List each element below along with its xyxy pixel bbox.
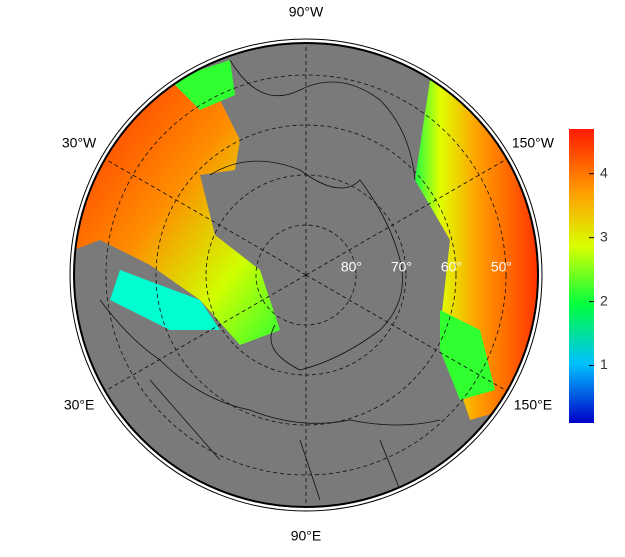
parallel-label: 50° xyxy=(491,259,512,275)
colorbar xyxy=(569,129,594,423)
colorbar-tick-label: 1 xyxy=(600,356,608,372)
parallel-label: 70° xyxy=(391,259,412,275)
parallel-label: 60° xyxy=(441,259,462,275)
meridian-label: 30°E xyxy=(64,397,95,413)
meridian-label: 150°W xyxy=(512,135,555,151)
okhotsk-field xyxy=(440,310,495,400)
map-border xyxy=(73,42,539,508)
parallel-line xyxy=(155,124,457,426)
map-border-outer xyxy=(69,38,543,512)
meridian-line xyxy=(104,158,307,276)
parallel-label: 80° xyxy=(341,259,362,275)
meridian-label: 90°W xyxy=(289,4,324,20)
colorbar-tick-label: 2 xyxy=(600,292,608,308)
meridian-line xyxy=(305,274,508,392)
meridian-label: 90°E xyxy=(291,528,322,544)
baltic-field xyxy=(110,270,220,330)
meridian-line xyxy=(104,274,307,392)
colorbar-tick-label: 3 xyxy=(600,228,608,244)
map-disk xyxy=(74,43,538,507)
parallel-line xyxy=(105,74,507,476)
meridian-label: 150°E xyxy=(514,397,552,413)
coastlines xyxy=(99,59,441,501)
labrador-field xyxy=(170,60,235,110)
meridian-line xyxy=(305,158,508,276)
colorbar-tick-label: 4 xyxy=(600,164,608,180)
meridian-label: 30°W xyxy=(62,135,97,151)
